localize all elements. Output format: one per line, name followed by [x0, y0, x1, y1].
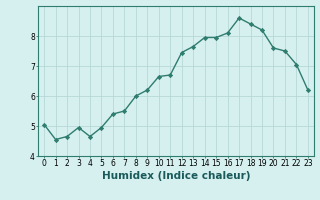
X-axis label: Humidex (Indice chaleur): Humidex (Indice chaleur) [102, 171, 250, 181]
